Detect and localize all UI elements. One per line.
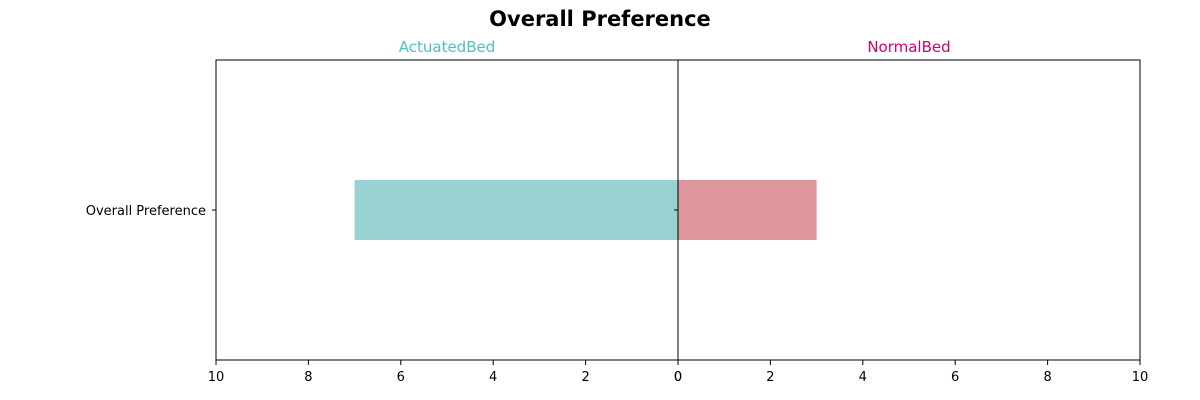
right-x-tick-label: 4	[859, 370, 867, 385]
y-axis-categories: Overall Preference	[86, 204, 678, 219]
left-x-tick-label: 2	[581, 370, 589, 385]
bar-actuatedbed	[354, 180, 678, 240]
right-side-label: NormalBed	[867, 38, 950, 56]
left-x-tick-label: 8	[304, 370, 312, 385]
left-x-tick-label: 10	[208, 370, 225, 385]
chart-title: Overall Preference	[489, 7, 711, 31]
right-x-tick-label: 6	[951, 370, 959, 385]
left-x-tick-label: 0	[674, 370, 682, 385]
right-x-tick-label: 8	[1043, 370, 1051, 385]
x-axis-ticks: 002 24 46 68 810 10	[208, 360, 1149, 385]
category-label: Overall Preference	[86, 204, 206, 219]
left-x-tick-label: 6	[397, 370, 405, 385]
left-x-tick-label: 4	[489, 370, 497, 385]
bars-group	[354, 180, 817, 240]
right-x-tick-label: 2	[766, 370, 774, 385]
bar-normalbed	[678, 180, 817, 240]
right-x-tick-label: 0	[674, 370, 682, 385]
right-x-tick-label: 10	[1132, 370, 1149, 385]
left-side-label: ActuatedBed	[399, 38, 496, 56]
